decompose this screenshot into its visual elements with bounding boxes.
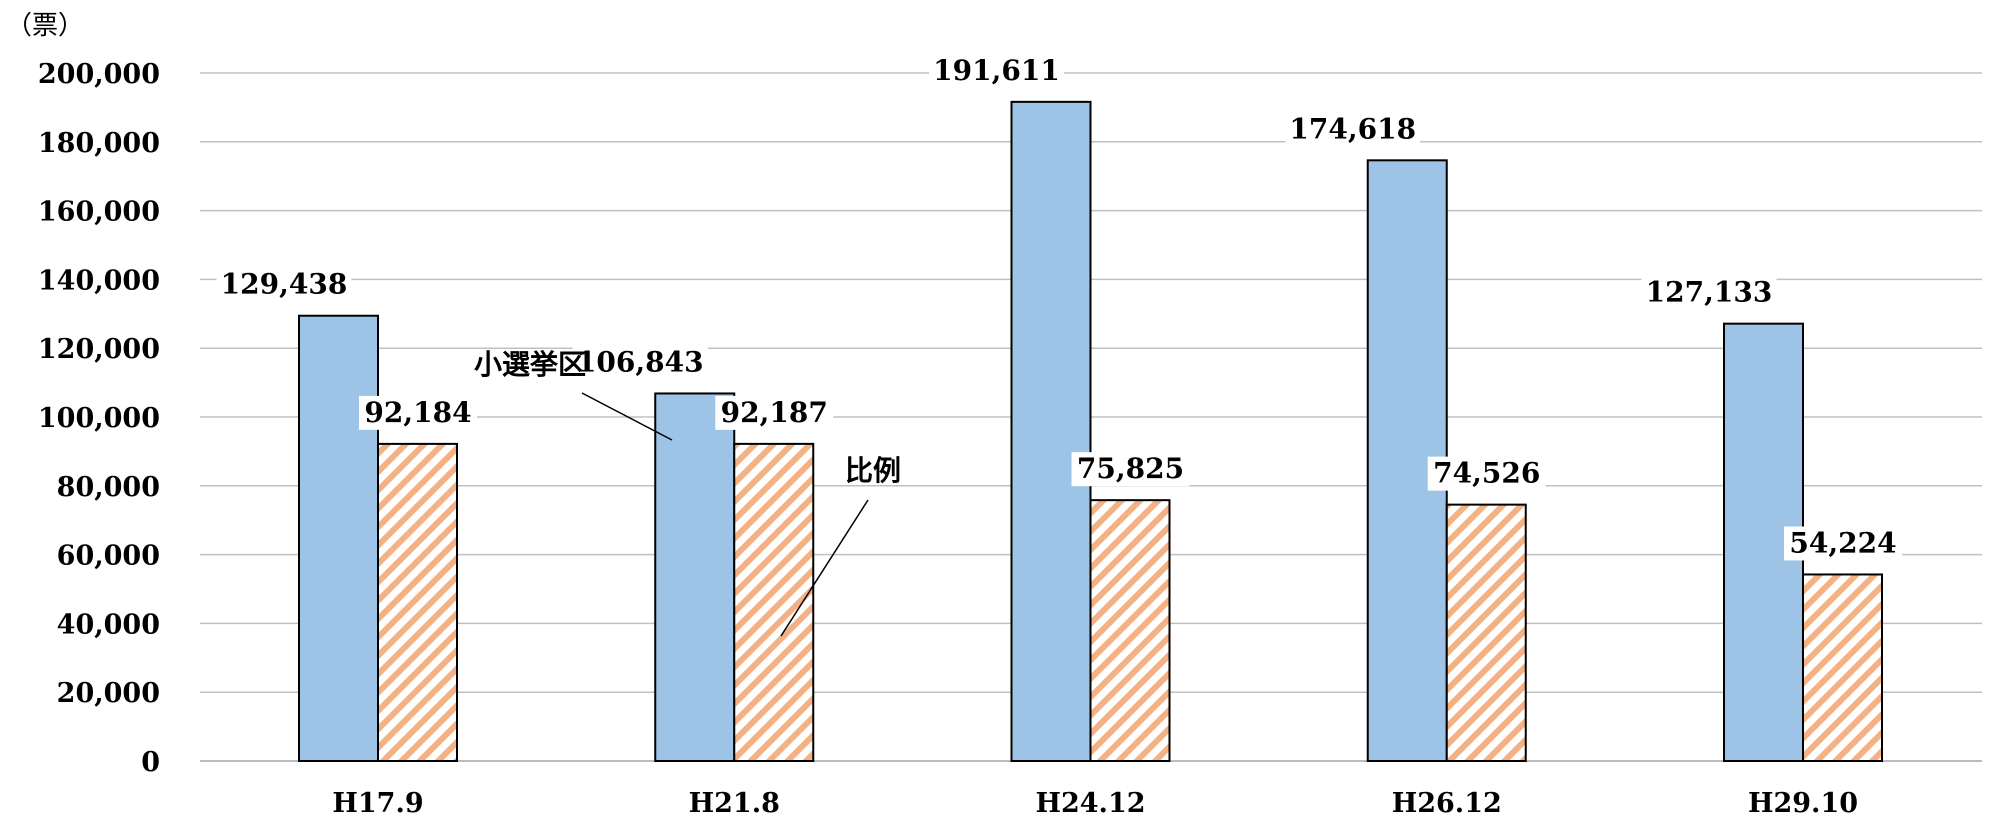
data-label-proportional: 92,184 bbox=[364, 396, 471, 429]
data-label-single-seat: 191,611 bbox=[933, 54, 1060, 87]
data-label-proportional: 54,224 bbox=[1789, 526, 1896, 559]
data-label-proportional: 92,187 bbox=[721, 396, 828, 429]
bar-proportional bbox=[378, 444, 457, 761]
y-tick-label: 140,000 bbox=[38, 265, 160, 296]
y-tick-label: 40,000 bbox=[57, 609, 160, 640]
data-label-single-seat: 129,438 bbox=[221, 268, 348, 301]
y-axis-tick-labels: 0 20,000 40,000 60,000 80,000 100,000 120,000 1… bbox=[38, 59, 160, 778]
y-tick-label: 0 bbox=[141, 747, 160, 778]
y-tick-label: 20,000 bbox=[57, 678, 160, 709]
x-category-label: H21.8 bbox=[689, 788, 780, 819]
x-category-label: H17.9 bbox=[332, 788, 423, 819]
x-category-label: H24.12 bbox=[1035, 788, 1145, 819]
data-label-single-seat: 106,843 bbox=[577, 345, 704, 378]
x-category-label: H26.12 bbox=[1392, 788, 1502, 819]
x-axis-category-labels: H17.9 H21.8 H24.12 H26.12 H29.10 bbox=[332, 788, 1858, 819]
data-label-single-seat: 127,133 bbox=[1646, 276, 1773, 309]
series-callout-proportional: 比例 bbox=[845, 454, 901, 487]
y-tick-label: 60,000 bbox=[57, 541, 160, 572]
bar-single-seat bbox=[299, 316, 378, 761]
bar-single-seat bbox=[655, 393, 734, 761]
data-label-single-seat: 174,618 bbox=[1289, 112, 1416, 145]
y-tick-label: 120,000 bbox=[38, 334, 160, 365]
bar-proportional bbox=[1447, 505, 1526, 761]
bar-single-seat bbox=[1012, 102, 1091, 761]
data-label-proportional: 75,825 bbox=[1077, 452, 1184, 485]
bar-proportional bbox=[1091, 500, 1170, 761]
data-label-proportional: 74,526 bbox=[1433, 457, 1540, 490]
y-tick-label: 80,000 bbox=[57, 472, 160, 503]
series-callout-single-seat: 小選挙区 bbox=[474, 348, 586, 381]
bar-proportional bbox=[734, 444, 813, 761]
bars bbox=[299, 102, 1882, 761]
x-category-label: H29.10 bbox=[1748, 788, 1858, 819]
y-tick-label: 200,000 bbox=[38, 59, 160, 90]
y-tick-label: 100,000 bbox=[38, 403, 160, 434]
y-unit-label: （票） bbox=[6, 11, 84, 41]
y-tick-label: 160,000 bbox=[38, 197, 160, 228]
bar-proportional bbox=[1803, 574, 1882, 761]
y-tick-label: 180,000 bbox=[38, 128, 160, 159]
